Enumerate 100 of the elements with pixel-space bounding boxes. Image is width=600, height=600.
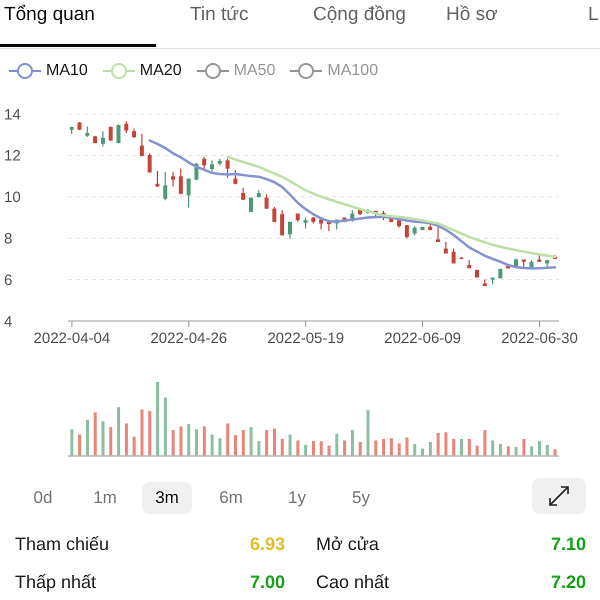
candlestick	[140, 133, 144, 158]
x-tick-label: 2022-04-26	[150, 330, 228, 347]
bar	[421, 448, 424, 456]
bar	[257, 441, 260, 456]
x-tick-label: 2022-05-19	[267, 330, 344, 347]
bar	[366, 410, 370, 456]
candlestick	[210, 160, 214, 174]
candlestick	[412, 226, 417, 236]
bar	[328, 446, 331, 456]
bar	[195, 429, 198, 456]
text: Tin tức	[190, 4, 248, 26]
bar	[288, 434, 292, 456]
bar	[218, 438, 222, 456]
bar	[272, 428, 276, 456]
bar	[390, 438, 393, 456]
text: 3m	[142, 482, 192, 514]
bar	[382, 438, 386, 456]
bar	[343, 440, 346, 456]
bar	[117, 407, 120, 456]
line-series	[226, 156, 556, 258]
candlestick	[288, 221, 292, 240]
bar	[405, 438, 408, 456]
candlestick	[116, 124, 120, 144]
text: 1m	[92, 487, 118, 509]
bar	[444, 432, 448, 456]
text: Cộng đồng	[313, 4, 406, 26]
candlestick	[241, 187, 246, 201]
bar	[250, 427, 253, 456]
bar	[148, 410, 152, 456]
text: 7.00	[250, 572, 285, 593]
bar	[506, 446, 510, 456]
candlestick	[85, 126, 90, 138]
bar	[210, 434, 214, 456]
candlestick	[178, 168, 183, 195]
x-tick-label: 2022-04-04	[34, 330, 110, 347]
y-tick-label: 4	[4, 313, 12, 330]
text: 7.10	[550, 534, 586, 555]
bar	[320, 441, 323, 456]
text: Mở cửa	[316, 534, 379, 555]
x-tick-label: 2022-06-09	[384, 330, 461, 347]
x-tick-label: 2022-06-30	[501, 330, 578, 347]
text: Cao nhất	[316, 572, 390, 593]
bar	[350, 430, 354, 456]
candlestick	[248, 197, 253, 213]
text: 6m	[218, 487, 244, 509]
candlestick	[124, 120, 128, 134]
bar	[514, 447, 518, 456]
y-tick-label: 14	[4, 106, 21, 124]
candlestick	[100, 130, 105, 148]
candlestick	[171, 171, 176, 188]
bar	[398, 443, 401, 456]
bar	[124, 423, 128, 456]
y-tick-label: 12	[4, 148, 21, 165]
bar	[358, 442, 362, 456]
bar	[265, 430, 268, 456]
bar	[491, 440, 494, 456]
bar	[78, 434, 82, 456]
text: 5y	[351, 487, 371, 509]
bar	[187, 424, 190, 456]
candlestick	[148, 152, 152, 174]
bar	[226, 423, 230, 456]
text: 0d	[32, 487, 54, 509]
bar	[140, 409, 144, 456]
bar	[102, 421, 105, 456]
candlestick	[155, 170, 160, 188]
bar	[296, 440, 300, 456]
text: Thấp nhất	[15, 572, 96, 593]
bar	[554, 449, 557, 456]
candlestick	[186, 178, 191, 208]
legend-label: MA10	[46, 62, 88, 80]
bar	[86, 420, 89, 456]
text: Hồ sơ	[446, 4, 498, 26]
y-tick-label: 8	[4, 230, 12, 248]
candlestick	[226, 158, 230, 178]
bar	[94, 412, 97, 456]
candlestick	[202, 156, 206, 170]
bar	[109, 427, 112, 456]
candlestick	[264, 194, 269, 210]
text: L	[588, 4, 599, 26]
candlestick	[132, 128, 136, 138]
bar	[156, 382, 160, 456]
legend-label: MA20	[140, 62, 182, 80]
bar	[498, 444, 502, 456]
bar	[164, 398, 167, 456]
y-tick-label: 6	[4, 272, 12, 289]
bar	[242, 430, 245, 456]
bar	[483, 430, 486, 456]
bar	[312, 441, 315, 456]
bar	[335, 434, 338, 456]
candlestick	[404, 224, 409, 240]
candlestick	[233, 170, 238, 185]
bar	[413, 444, 416, 456]
bar	[436, 433, 440, 456]
bar	[428, 442, 432, 456]
y-tick-label: 10	[4, 189, 21, 206]
legend-label: MA100	[327, 62, 378, 80]
bar	[132, 436, 136, 456]
bar	[234, 435, 238, 456]
legend-label: MA50	[234, 62, 276, 80]
bar	[172, 430, 175, 456]
